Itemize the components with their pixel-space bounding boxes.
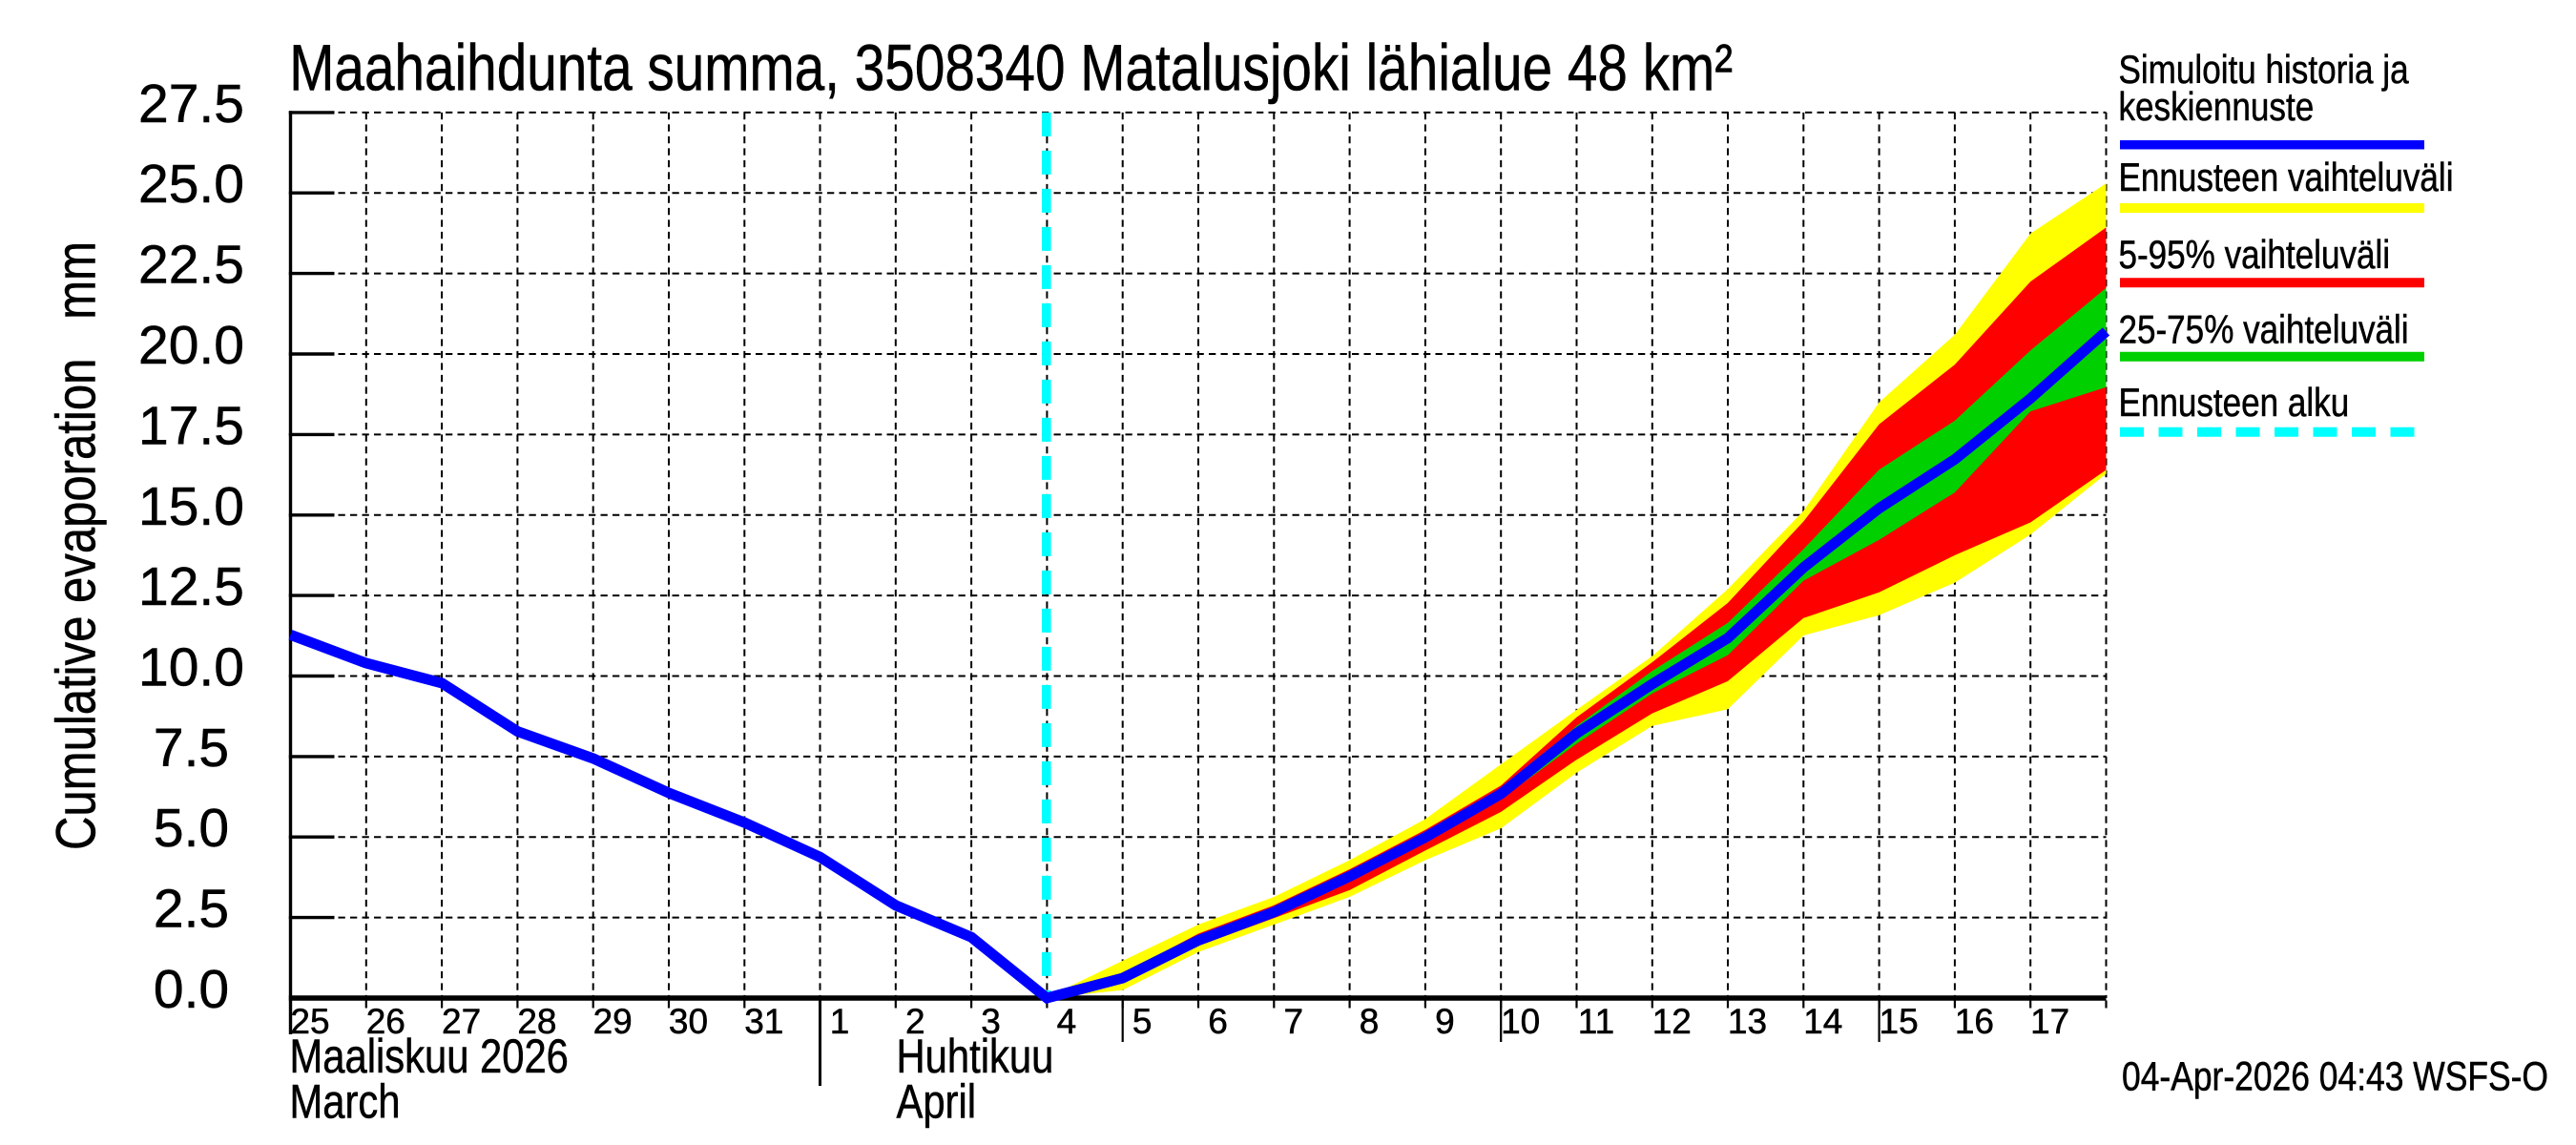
svg-text:1: 1	[830, 1002, 850, 1041]
svg-text:15: 15	[1880, 1002, 1919, 1041]
svg-text:29: 29	[593, 1002, 633, 1041]
svg-text:11: 11	[1578, 1002, 1614, 1041]
svg-text:Simuloitu historia ja: Simuloitu historia ja	[2119, 47, 2410, 92]
svg-text:17: 17	[2030, 1002, 2069, 1041]
svg-text:25.0: 25.0	[138, 154, 244, 215]
svg-text:30: 30	[669, 1002, 708, 1041]
svg-text:7.5: 7.5	[154, 718, 229, 779]
svg-text:9: 9	[1435, 1002, 1455, 1041]
svg-text:26: 26	[366, 1002, 405, 1041]
svg-text:10.0: 10.0	[138, 637, 244, 698]
svg-text:keskiennuste: keskiennuste	[2119, 84, 2315, 129]
svg-text:25-75% vaihteluväli: 25-75% vaihteluväli	[2119, 306, 2409, 351]
svg-text:15.0: 15.0	[138, 476, 244, 537]
svg-text:March: March	[290, 1075, 401, 1129]
svg-text:12.5: 12.5	[138, 556, 244, 617]
svg-text:3: 3	[981, 1002, 1001, 1041]
svg-text:6: 6	[1208, 1002, 1228, 1041]
svg-text:13: 13	[1728, 1002, 1767, 1041]
svg-text:12: 12	[1652, 1002, 1692, 1041]
svg-text:2: 2	[905, 1002, 925, 1041]
svg-text:Huhtikuu: Huhtikuu	[897, 1030, 1054, 1083]
svg-text:0.0: 0.0	[154, 959, 229, 1020]
svg-text:25: 25	[290, 1002, 329, 1041]
svg-text:April: April	[897, 1075, 977, 1129]
svg-text:Ennusteen alku: Ennusteen alku	[2119, 380, 2350, 425]
svg-text:Cumulative evaporation mm: Cumulative evaporation mm	[46, 241, 108, 850]
svg-text:Maahaihdunta summa, 3508340 Ma: Maahaihdunta summa, 3508340 Matalusjoki …	[289, 31, 1733, 105]
svg-text:14: 14	[1803, 1002, 1842, 1041]
svg-text:5-95% vaihteluväli: 5-95% vaihteluväli	[2119, 232, 2391, 277]
svg-text:04-Apr-2026 04:43 WSFS-O: 04-Apr-2026 04:43 WSFS-O	[2122, 1053, 2548, 1099]
svg-text:2.5: 2.5	[154, 879, 229, 940]
svg-text:8: 8	[1360, 1002, 1380, 1041]
svg-text:5: 5	[1132, 1002, 1153, 1041]
svg-text:31: 31	[744, 1002, 783, 1041]
svg-text:20.0: 20.0	[138, 315, 244, 376]
svg-text:Ennusteen vaihteluväli: Ennusteen vaihteluväli	[2119, 155, 2454, 199]
svg-text:Maaliskuu 2026: Maaliskuu 2026	[290, 1030, 569, 1083]
svg-text:28: 28	[517, 1002, 556, 1041]
svg-text:27.5: 27.5	[138, 73, 244, 135]
svg-text:5.0: 5.0	[154, 798, 229, 859]
svg-text:16: 16	[1955, 1002, 1994, 1041]
svg-text:27: 27	[442, 1002, 481, 1041]
svg-text:10: 10	[1501, 1002, 1540, 1041]
svg-text:7: 7	[1284, 1002, 1304, 1041]
svg-text:17.5: 17.5	[138, 395, 244, 456]
svg-text:4: 4	[1057, 1002, 1077, 1041]
svg-text:22.5: 22.5	[138, 235, 244, 296]
